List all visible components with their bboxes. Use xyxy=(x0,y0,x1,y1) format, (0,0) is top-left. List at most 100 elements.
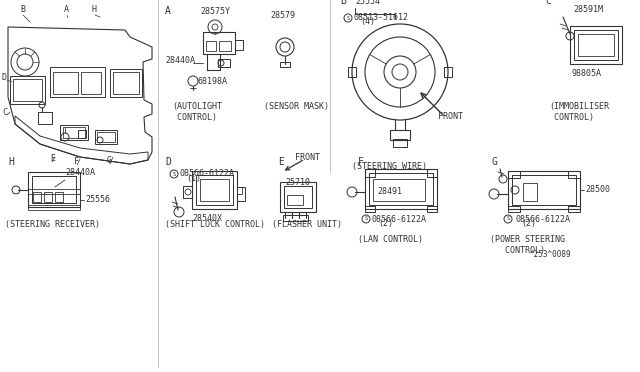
Text: (STEERING RECEIVER): (STEERING RECEIVER) xyxy=(5,220,100,229)
Bar xyxy=(287,195,303,205)
Text: B: B xyxy=(20,5,25,14)
Text: S: S xyxy=(346,16,349,20)
Text: D: D xyxy=(2,73,7,82)
Bar xyxy=(97,132,115,142)
Bar xyxy=(508,171,580,209)
Text: 28575Y: 28575Y xyxy=(200,7,230,16)
Text: D: D xyxy=(165,157,171,167)
Bar xyxy=(508,206,520,212)
Bar xyxy=(574,30,618,60)
Text: 28500: 28500 xyxy=(585,186,610,195)
Bar xyxy=(444,67,452,77)
Bar xyxy=(373,179,425,201)
Text: G: G xyxy=(107,156,112,165)
Bar xyxy=(348,67,356,77)
Bar xyxy=(196,175,233,205)
Text: F: F xyxy=(74,157,79,166)
Text: C: C xyxy=(545,0,551,6)
Text: 08566-6122A: 08566-6122A xyxy=(515,215,570,224)
Text: A: A xyxy=(64,5,69,14)
Bar xyxy=(237,187,242,194)
Text: (2): (2) xyxy=(378,219,393,228)
Text: 28491: 28491 xyxy=(378,187,403,196)
Bar xyxy=(60,125,88,140)
Bar xyxy=(219,41,231,51)
Bar xyxy=(283,215,308,221)
Bar xyxy=(568,171,580,178)
Bar xyxy=(235,40,243,50)
Text: 28440A: 28440A xyxy=(165,56,195,65)
Bar xyxy=(81,72,101,94)
Text: F: F xyxy=(358,157,364,167)
Bar xyxy=(369,173,433,205)
Bar xyxy=(237,187,245,201)
Bar xyxy=(206,41,216,51)
Text: (LAN CONTROL): (LAN CONTROL) xyxy=(358,235,423,244)
Bar xyxy=(427,169,437,177)
Text: (STEERING WIRE): (STEERING WIRE) xyxy=(352,162,427,171)
Bar xyxy=(365,169,437,209)
Bar xyxy=(390,130,410,140)
Text: E: E xyxy=(50,154,55,163)
Text: S: S xyxy=(172,171,175,176)
Bar xyxy=(427,206,437,212)
Bar xyxy=(44,192,52,202)
Bar xyxy=(28,172,80,207)
Bar xyxy=(284,186,312,208)
Text: (SENSOR MASK): (SENSOR MASK) xyxy=(264,102,329,111)
Text: B: B xyxy=(340,0,346,6)
Bar xyxy=(13,79,42,101)
Text: (4): (4) xyxy=(360,17,375,26)
Bar xyxy=(53,72,78,94)
Text: 68198A: 68198A xyxy=(198,77,228,86)
Text: A: A xyxy=(165,6,171,16)
Text: 28540X: 28540X xyxy=(192,214,222,223)
Text: 28440A: 28440A xyxy=(65,168,95,177)
Text: (1): (1) xyxy=(186,174,201,183)
Bar xyxy=(32,176,76,203)
Text: (SHIFT LOCK CONTROL): (SHIFT LOCK CONTROL) xyxy=(165,220,265,229)
Text: G: G xyxy=(492,157,498,167)
Bar xyxy=(113,72,139,94)
Bar xyxy=(33,192,41,202)
Text: 08566-6122A: 08566-6122A xyxy=(372,215,427,224)
Bar xyxy=(110,69,142,97)
Bar xyxy=(38,112,52,124)
Bar xyxy=(578,34,614,56)
Text: 28591M: 28591M xyxy=(573,5,603,14)
Bar xyxy=(78,130,86,138)
Text: H: H xyxy=(8,157,14,167)
Text: 98805A: 98805A xyxy=(572,69,602,78)
Bar xyxy=(280,182,316,212)
Bar xyxy=(95,130,117,144)
Text: C: C xyxy=(2,108,7,117)
Text: S: S xyxy=(364,217,367,221)
Text: E: E xyxy=(278,157,284,167)
Bar xyxy=(28,205,80,210)
Text: (2): (2) xyxy=(521,219,536,228)
Bar xyxy=(280,62,290,67)
Text: 25710: 25710 xyxy=(285,178,310,187)
Bar xyxy=(183,186,192,198)
Text: (AUTOLIGHT
 CONTROL): (AUTOLIGHT CONTROL) xyxy=(172,102,222,122)
Bar xyxy=(50,67,105,97)
Bar xyxy=(365,169,375,177)
Text: 08566-6122A: 08566-6122A xyxy=(180,170,235,179)
Bar xyxy=(393,139,407,147)
Text: 25556: 25556 xyxy=(85,196,110,205)
Bar xyxy=(568,206,580,212)
Bar xyxy=(508,171,520,178)
Bar xyxy=(200,179,229,201)
Text: 28579: 28579 xyxy=(270,11,295,20)
Text: 25554: 25554 xyxy=(355,0,380,6)
Text: H: H xyxy=(92,5,97,14)
Bar xyxy=(10,76,45,104)
Text: 08513-51612: 08513-51612 xyxy=(354,13,409,22)
Text: (POWER STEERING
   CONTROL): (POWER STEERING CONTROL) xyxy=(490,235,565,255)
Bar xyxy=(512,175,576,205)
Bar xyxy=(28,189,80,194)
Text: (IMMOBILISER
 CONTROL): (IMMOBILISER CONTROL) xyxy=(549,102,609,122)
Text: FRONT: FRONT xyxy=(438,112,463,121)
Text: (FLASHER UNIT): (FLASHER UNIT) xyxy=(272,220,342,229)
Bar xyxy=(55,192,63,202)
